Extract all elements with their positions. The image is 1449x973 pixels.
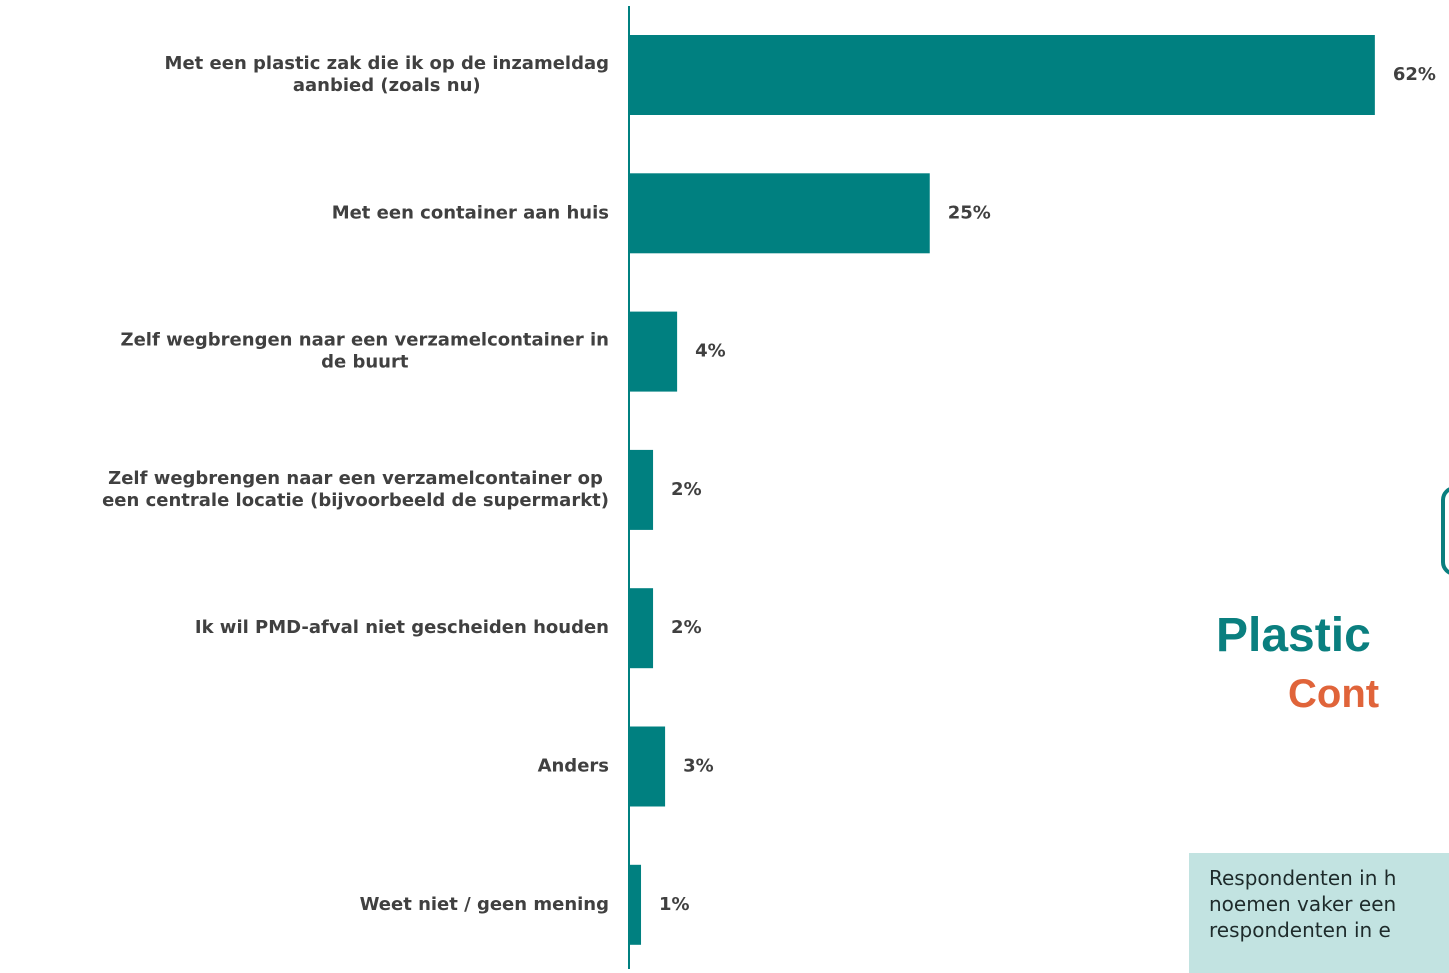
category-label: Zelf wegbrengen naar een verzamelcontain…	[121, 330, 609, 351]
note-box: Respondenten in h noemen vaker een respo…	[1189, 853, 1449, 973]
data-label: 62%	[1393, 64, 1436, 85]
bar	[629, 311, 678, 392]
category-label: de buurt	[321, 352, 409, 373]
data-label: 2%	[671, 479, 702, 500]
bar	[629, 588, 654, 669]
category-label: een centrale locatie (bijvoorbeeld de su…	[102, 490, 609, 511]
note-line: noemen vaker een	[1209, 892, 1397, 916]
data-label: 25%	[948, 202, 991, 223]
note-text: Respondenten in h noemen vaker een respo…	[1209, 865, 1449, 943]
note-line: Respondenten in h	[1209, 866, 1397, 890]
category-label: Weet niet / geen mening	[360, 894, 609, 915]
data-label: 1%	[659, 894, 690, 915]
category-label: Anders	[538, 756, 609, 777]
data-label: 4%	[695, 341, 726, 362]
note-line: respondenten in e	[1209, 918, 1391, 942]
data-label: 2%	[671, 617, 702, 638]
data-label: 3%	[683, 756, 714, 777]
bar	[629, 726, 666, 807]
category-label: Zelf wegbrengen naar een verzamelcontain…	[108, 468, 603, 489]
bar	[629, 35, 1375, 115]
panel-title: Plastic	[1216, 609, 1371, 662]
category-label: Met een plastic zak die ik op de inzamel…	[165, 53, 609, 74]
category-label: Met een container aan huis	[332, 202, 609, 223]
bar	[629, 449, 654, 530]
bar	[629, 173, 930, 254]
panel-subtitle: Cont	[1288, 672, 1380, 716]
category-label: aanbied (zoals nu)	[293, 75, 481, 96]
bar	[629, 864, 642, 945]
bin-icon	[1441, 486, 1449, 576]
category-label: Ik wil PMD-afval niet gescheiden houden	[195, 617, 609, 638]
